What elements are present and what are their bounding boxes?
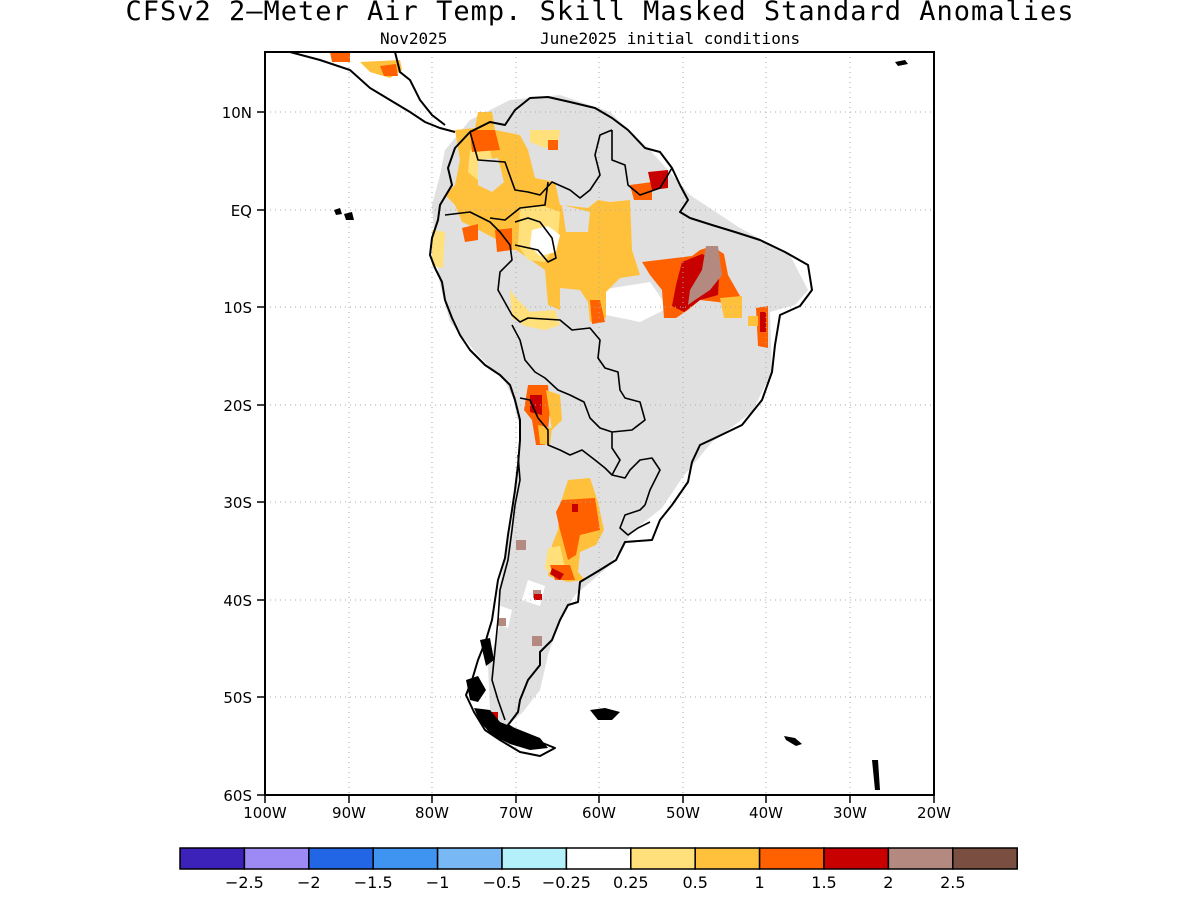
lon-label: 50W: [666, 804, 700, 822]
falkland-islands: [590, 708, 620, 720]
colorbar-swatch: [630, 847, 696, 870]
lon-label: 30W: [833, 804, 867, 822]
anomaly-brown-spots: [498, 540, 542, 646]
lat-label: 40S: [223, 592, 252, 610]
colorbar: −2.5 −2 −1.5 −1 −0.5 −0.25 0.25 0.5 1 1.5 2 2.5: [179, 847, 1018, 892]
coastline-central-america: [289, 52, 456, 133]
anomaly-argentina-orange: [550, 498, 600, 580]
lon-label: 70W: [499, 804, 533, 822]
atlantic-islands: [872, 60, 908, 790]
anomaly-gray-inside: [478, 158, 590, 232]
lon-label: 80W: [415, 804, 449, 822]
lon-label: 100W: [243, 804, 287, 822]
colorbar-swatch: [436, 847, 503, 870]
colorbar-swatch: [372, 847, 439, 870]
white-gap: [600, 282, 668, 322]
country-borders: [444, 129, 673, 721]
colorbar-swatch: [823, 847, 890, 870]
lat-label: 10S: [223, 299, 252, 317]
colorbar-swatch: [887, 847, 954, 870]
lat-label: 10N: [222, 104, 252, 122]
colorbar-swatch: [501, 847, 568, 870]
anomaly-east-brazil-yellow: [748, 316, 758, 326]
colorbar-label: 2.5: [940, 873, 965, 892]
colorbar-label: −2: [297, 873, 321, 892]
colorbar-swatch: [952, 847, 1018, 870]
colorbar-swatch: [308, 847, 374, 870]
colorbar-label: 0.25: [613, 873, 649, 892]
colorbar-label: −0.5: [483, 873, 522, 892]
forecast-month: Nov2025: [380, 29, 448, 48]
colorbar-label: 2: [883, 873, 893, 892]
anomaly-central-america-orange: [330, 52, 398, 76]
anomaly-andes-yellow: [538, 390, 562, 445]
initial-conditions: June2025 initial conditions: [540, 29, 801, 48]
colorbar-label: 1.5: [811, 873, 836, 892]
south-georgia: [784, 736, 802, 746]
galapagos-islands: [334, 208, 354, 220]
anomaly-orange: [462, 130, 652, 324]
colorbar-swatch: [179, 847, 246, 870]
lon-label: 60W: [582, 804, 616, 822]
lon-label: 90W: [332, 804, 366, 822]
colorbar-label: 1: [755, 873, 765, 892]
colorbar-label: −1: [426, 873, 450, 892]
anomaly-east-brazil-red: [760, 312, 766, 332]
lat-label: 50S: [223, 689, 252, 707]
colorbar-label: −0.25: [542, 873, 591, 892]
colorbar-swatch: [694, 847, 761, 870]
map-plot-area: [265, 52, 934, 795]
lon-label: 20W: [917, 804, 951, 822]
colorbar-label: −2.5: [225, 873, 264, 892]
anomaly-white-center: [530, 226, 560, 256]
latitude-labels: 10N EQ 10S 20S 30S 40S 50S 60S: [222, 104, 252, 805]
colorbar-label: 0.5: [682, 873, 707, 892]
colorbar-label: −1.5: [354, 873, 393, 892]
lat-label: EQ: [231, 202, 252, 220]
chile-fjords: [466, 638, 548, 750]
colorbar-swatch: [565, 847, 632, 870]
map-title: CFSv2 2—Meter Air Temp. Skill Masked Sta…: [125, 0, 1075, 27]
anomaly-argentina-red: [550, 504, 578, 580]
lat-label: 20S: [223, 397, 252, 415]
anomaly-red: [648, 170, 668, 190]
tick-marks: [257, 111, 935, 803]
lat-label: 30S: [223, 494, 252, 512]
coastline-south-america: [429, 96, 813, 757]
colorbar-swatch: [243, 847, 310, 870]
longitude-labels: 100W 90W 80W 70W 60W 50W 40W 30W 20W: [243, 804, 951, 822]
anomaly-brown-ne-brazil: [688, 246, 722, 305]
lat-label: 60S: [223, 787, 252, 805]
colorbar-swatch: [758, 847, 825, 870]
lon-label: 40W: [749, 804, 783, 822]
